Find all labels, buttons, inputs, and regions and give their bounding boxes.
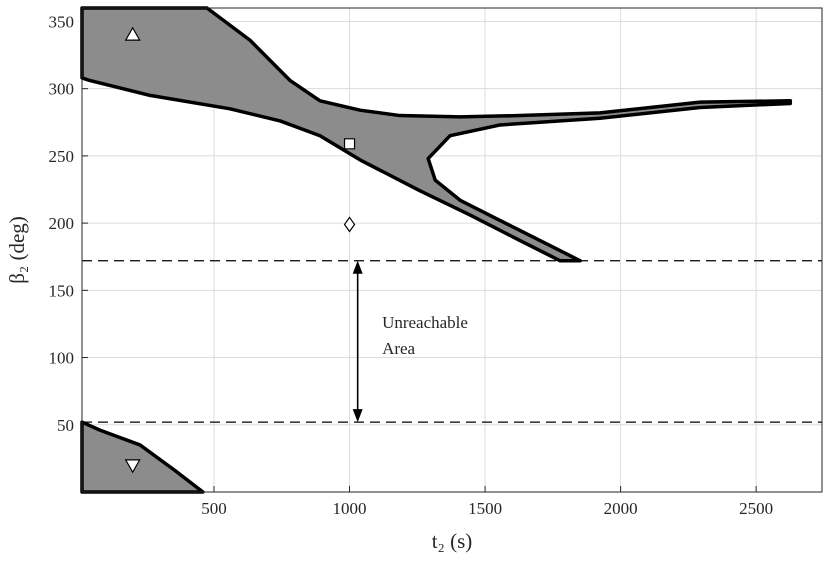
- y-tick-label: 150: [49, 281, 75, 300]
- marker: [124, 459, 141, 474]
- y-tick-label: 300: [49, 80, 75, 99]
- x-tick-label: 1500: [468, 499, 502, 518]
- x-tick-label: 1000: [333, 499, 367, 518]
- x-tick-label: 2500: [739, 499, 773, 518]
- x-tick-label: 500: [201, 499, 227, 518]
- x-tick-label: 2000: [604, 499, 638, 518]
- annotation: Unreachable: [382, 313, 468, 332]
- y-tick-label: 250: [49, 147, 75, 166]
- y-axis-label: β₂ (deg): [5, 216, 29, 284]
- y-tick-label: 200: [49, 214, 75, 233]
- annotation: Area: [382, 339, 415, 358]
- y-tick-label: 100: [49, 349, 75, 368]
- x-axis-label: t₂ (s): [432, 529, 473, 553]
- arrow-head: [352, 409, 363, 423]
- y-tick-label: 350: [49, 12, 75, 31]
- plot-frame: [81, 7, 823, 493]
- marker: [343, 138, 356, 150]
- marker: [124, 26, 141, 41]
- y-tick-label: 50: [57, 416, 74, 435]
- marker: [343, 216, 356, 233]
- reachable-region: [80, 6, 793, 263]
- arrow-head: [352, 260, 363, 274]
